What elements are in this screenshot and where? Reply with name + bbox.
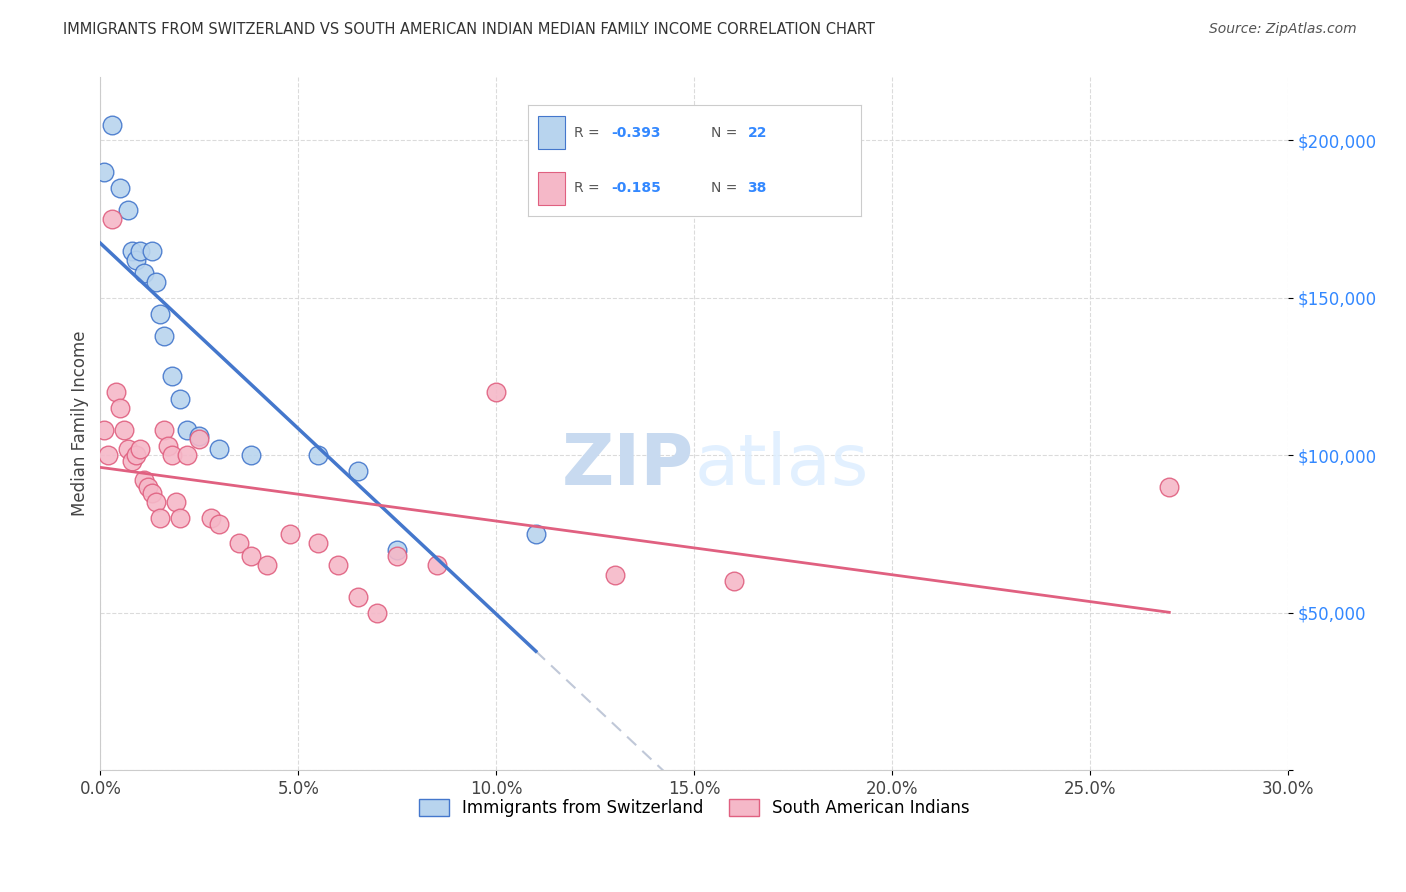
Point	[121, 244, 143, 258]
Point	[141, 244, 163, 258]
Point	[524, 527, 547, 541]
Point	[105, 385, 128, 400]
Point	[93, 423, 115, 437]
Point	[152, 423, 174, 437]
Point	[387, 542, 409, 557]
Point	[108, 180, 131, 194]
Point	[239, 549, 262, 563]
Text: Source: ZipAtlas.com: Source: ZipAtlas.com	[1209, 22, 1357, 37]
Point	[307, 448, 329, 462]
Point	[239, 448, 262, 462]
Point	[141, 486, 163, 500]
Y-axis label: Median Family Income: Median Family Income	[72, 331, 89, 516]
Text: atlas: atlas	[695, 431, 869, 500]
Point	[188, 429, 211, 443]
Point	[152, 328, 174, 343]
Point	[145, 495, 167, 509]
Point	[149, 511, 172, 525]
Point	[200, 511, 222, 525]
Point	[188, 433, 211, 447]
Point	[132, 266, 155, 280]
Point	[101, 118, 124, 132]
Point	[125, 448, 148, 462]
Point	[125, 253, 148, 268]
Point	[208, 442, 231, 456]
Point	[169, 392, 191, 406]
Point	[101, 212, 124, 227]
Point	[145, 275, 167, 289]
Text: IMMIGRANTS FROM SWITZERLAND VS SOUTH AMERICAN INDIAN MEDIAN FAMILY INCOME CORREL: IMMIGRANTS FROM SWITZERLAND VS SOUTH AME…	[63, 22, 875, 37]
Point	[121, 454, 143, 468]
Point	[208, 517, 231, 532]
Text: ZIP: ZIP	[562, 431, 695, 500]
Point	[169, 511, 191, 525]
Point	[93, 165, 115, 179]
Point	[129, 442, 152, 456]
Point	[603, 567, 626, 582]
Point	[117, 202, 139, 217]
Point	[1159, 480, 1181, 494]
Point	[228, 536, 250, 550]
Point	[112, 423, 135, 437]
Point	[176, 423, 198, 437]
Point	[136, 480, 159, 494]
Point	[346, 590, 368, 604]
Point	[129, 244, 152, 258]
Point	[176, 448, 198, 462]
Point	[149, 307, 172, 321]
Point	[117, 442, 139, 456]
Point	[132, 474, 155, 488]
Point	[256, 558, 278, 573]
Point	[160, 369, 183, 384]
Point	[165, 495, 187, 509]
Point	[366, 606, 388, 620]
Point	[280, 527, 302, 541]
Point	[426, 558, 449, 573]
Point	[346, 464, 368, 478]
Point	[307, 536, 329, 550]
Point	[156, 439, 179, 453]
Point	[108, 401, 131, 415]
Point	[326, 558, 349, 573]
Point	[387, 549, 409, 563]
Point	[485, 385, 508, 400]
Point	[97, 448, 120, 462]
Point	[723, 574, 745, 588]
Point	[160, 448, 183, 462]
Legend: Immigrants from Switzerland, South American Indians: Immigrants from Switzerland, South Ameri…	[412, 792, 976, 824]
